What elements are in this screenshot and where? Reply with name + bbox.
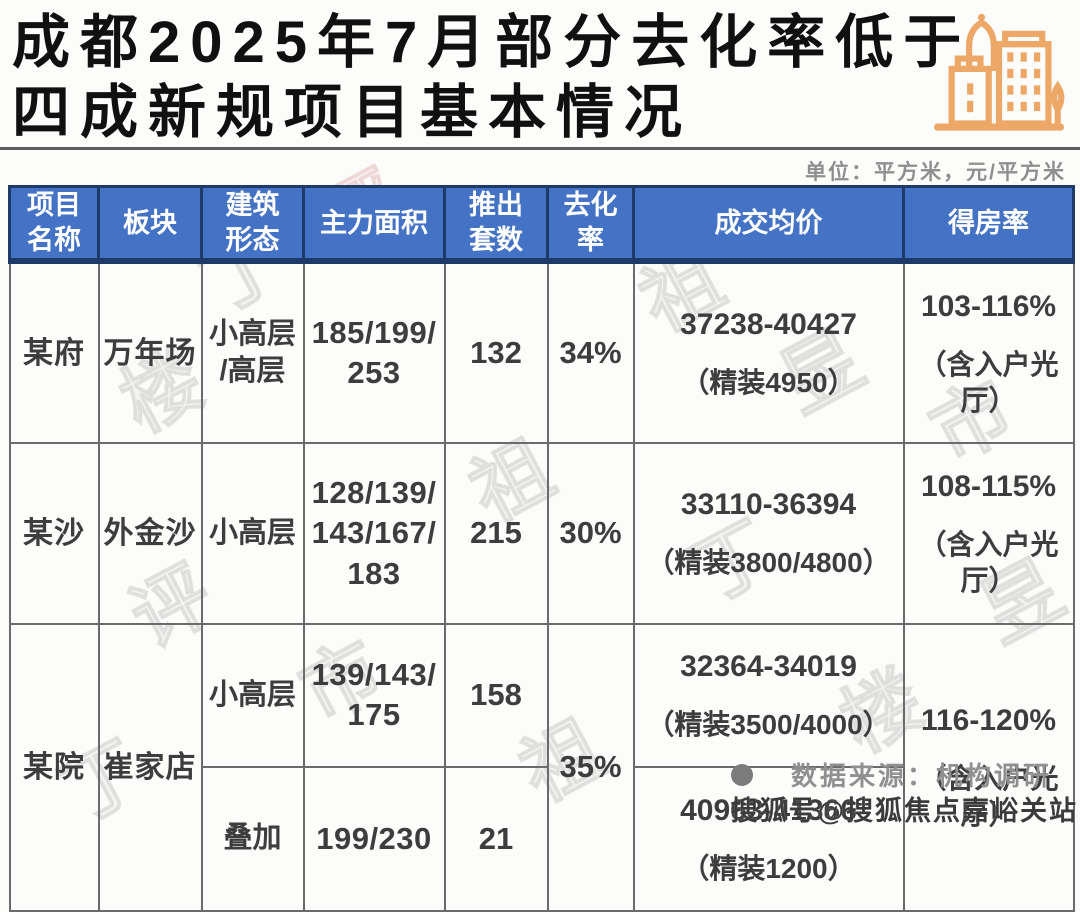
cell-building-type: 小高层 /高层 xyxy=(200,260,305,445)
price-note: （精装4950） xyxy=(681,366,856,398)
cell-building-type: 小高层 xyxy=(200,442,305,625)
table-row: 某院 崔家店 小高层 139/143/ 175 158 35% 32364-34… xyxy=(8,622,1075,912)
bullet-dot-icon xyxy=(730,763,753,786)
ratio-note: （含入户光厅） xyxy=(918,528,1059,597)
cell-rate: 34% xyxy=(546,260,635,445)
col-header-rate: 去化 率 xyxy=(546,185,635,265)
price-range: 37238-40427 xyxy=(680,308,857,342)
title-divider xyxy=(0,147,1080,150)
price-range: 33110-36394 xyxy=(680,488,857,522)
data-source: 数据来源：机构调研 xyxy=(0,756,1052,793)
price-range: 32364-34019 xyxy=(680,650,857,684)
cell-units: 215 xyxy=(443,442,549,625)
cell-project: 某沙 xyxy=(8,442,100,625)
cell-building-type: 小高层 xyxy=(200,622,305,769)
cell-ratio: 103-116% （含入户光厅） xyxy=(902,260,1075,445)
cell-units: 158 xyxy=(443,622,549,769)
ratio-range: 116-120% xyxy=(920,704,1057,738)
unit-note: 单位：平方米，元/平方米 xyxy=(805,161,1066,184)
cell-avg-price: 33110-36394 （精装3800/4800） xyxy=(632,442,905,625)
cell-ratio: 108-115% （含入户光厅） xyxy=(902,442,1075,625)
cell-main-size: 139/143/ 175 xyxy=(302,622,446,769)
ratio-note: （含入户光厅） xyxy=(918,762,1059,831)
ratio-range: 103-116% xyxy=(920,289,1057,323)
cell-avg-price: 37238-40427 （精装4950） xyxy=(632,260,905,445)
col-header-avg-price: 成交均价 xyxy=(632,185,905,265)
price-note: （精装3800/4800） xyxy=(646,547,891,579)
col-header-ratio: 得房率 xyxy=(902,185,1075,265)
ratio-range: 108-115% xyxy=(920,470,1057,504)
cell-area: 万年场 xyxy=(97,260,203,445)
cell-main-size: 185/199/ 253 xyxy=(302,260,446,445)
table-row: 某府 万年场 小高层 /高层 185/199/ 253 132 34% 3723… xyxy=(8,260,1075,445)
page-title: 成都2025年7月部分去化率低于 四成新规项目基本情况 xyxy=(12,8,971,147)
ratio-note: （含入户光厅） xyxy=(918,348,1059,417)
price-note: （精装3500/4000） xyxy=(646,709,891,741)
cell-rate: 30% xyxy=(546,442,635,625)
city-buildings-icon xyxy=(930,8,1068,143)
price-note: （精装1200） xyxy=(681,852,856,884)
page-title-line1: 成都2025年7月部分去化率低于 xyxy=(12,10,972,75)
sohu-watermark: 搜狐号@搜狐焦点嘉峪关站 xyxy=(730,796,1078,826)
cell-area: 外金沙 xyxy=(97,442,203,625)
cell-units: 132 xyxy=(443,260,549,445)
table-header-row: 项目 名称 板块 建筑 形态 主力面积 推出 套数 去化 率 成交均价 得房率 xyxy=(8,185,1075,265)
cell-avg-price: 32364-34019 （精装3500/4000） xyxy=(632,622,905,769)
col-header-building-type: 建筑 形态 xyxy=(200,185,305,265)
cell-project: 某府 xyxy=(8,260,100,445)
col-header-area: 板块 xyxy=(97,185,203,265)
col-header-main-size: 主力面积 xyxy=(302,185,446,265)
page-title-line2: 四成新规项目基本情况 xyxy=(12,79,693,145)
data-source-label: 数据来源：机构调研 xyxy=(790,761,1052,791)
table-row: 某沙 外金沙 小高层 128/139/ 143/167/ 183 215 30%… xyxy=(8,442,1075,625)
col-header-units: 推出 套数 xyxy=(443,185,549,265)
col-header-project: 项目 名称 xyxy=(8,185,100,265)
cell-main-size: 128/139/ 143/167/ 183 xyxy=(302,442,446,625)
price-range: 40963-41366 xyxy=(680,794,857,828)
